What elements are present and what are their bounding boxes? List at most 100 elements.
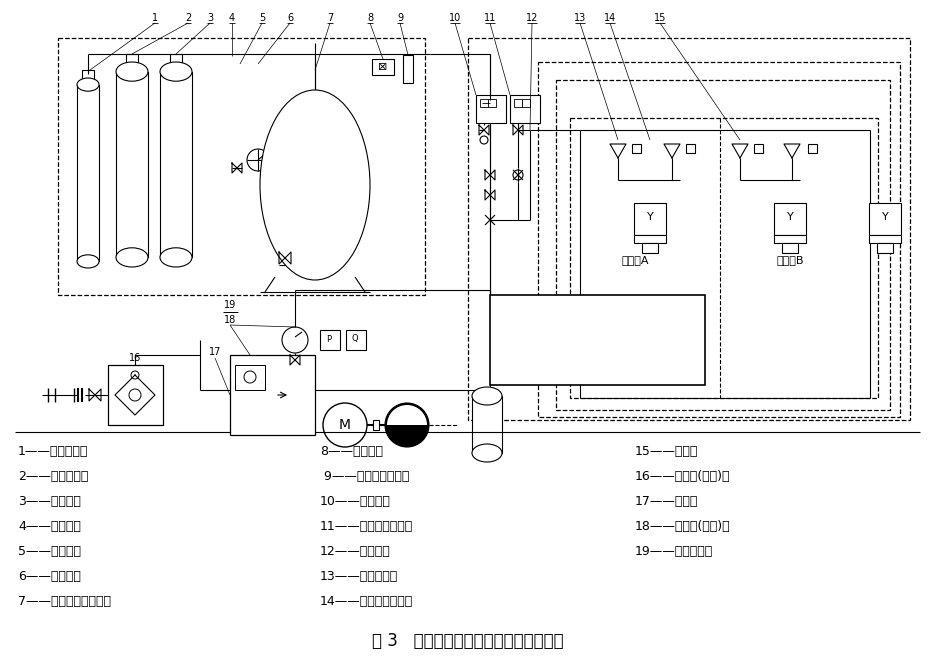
Text: 7: 7: [327, 13, 333, 23]
Text: 1: 1: [152, 13, 158, 23]
Bar: [468, 38, 910, 420]
Bar: [642, 243, 658, 253]
Bar: [774, 203, 806, 235]
Wedge shape: [387, 405, 427, 425]
Bar: [774, 235, 806, 243]
Text: 6: 6: [287, 13, 293, 23]
Text: 5: 5: [259, 13, 265, 23]
Bar: [372, 59, 394, 75]
Bar: [116, 71, 148, 257]
Text: 19——泵控制柜。: 19——泵控制柜。: [635, 545, 713, 558]
Text: 17——泵组；: 17——泵组；: [635, 495, 698, 508]
Bar: [170, 54, 182, 64]
Polygon shape: [784, 144, 800, 158]
Bar: [869, 235, 901, 243]
Text: 6——压力表；: 6——压力表；: [18, 570, 80, 583]
Polygon shape: [610, 144, 626, 158]
Polygon shape: [732, 144, 748, 158]
Text: 4: 4: [229, 13, 235, 23]
Text: 16——过滤器(泵式)；: 16——过滤器(泵式)；: [635, 470, 730, 483]
Text: 15: 15: [654, 13, 666, 23]
Bar: [753, 144, 763, 152]
Bar: [320, 330, 340, 350]
Text: 8: 8: [367, 13, 373, 23]
Bar: [58, 38, 425, 295]
Text: 图 3   储气式和泵组合式系统组成示意图: 图 3 储气式和泵组合式系统组成示意图: [373, 632, 563, 650]
Bar: [346, 330, 366, 350]
Bar: [869, 203, 901, 235]
Text: 8——过滤器；: 8——过滤器；: [320, 445, 383, 458]
Text: 17: 17: [209, 347, 221, 357]
Bar: [160, 71, 192, 257]
Bar: [556, 80, 890, 410]
Text: 18——安全阀(泵式)；: 18——安全阀(泵式)；: [635, 520, 731, 533]
Ellipse shape: [116, 248, 148, 267]
Text: 7——火火剂资存装置；: 7——火火剂资存装置；: [18, 595, 111, 608]
Bar: [808, 144, 816, 152]
Bar: [782, 243, 798, 253]
Text: 3: 3: [207, 13, 213, 23]
Ellipse shape: [472, 387, 502, 405]
Bar: [634, 203, 666, 235]
Text: Y: Y: [786, 212, 794, 222]
Text: P: P: [327, 335, 331, 343]
Text: 12: 12: [526, 13, 538, 23]
Text: 保护区A: 保护区A: [622, 255, 649, 265]
Text: 14: 14: [604, 13, 616, 23]
Bar: [472, 396, 502, 453]
Text: 2: 2: [185, 13, 191, 23]
Bar: [480, 99, 488, 107]
Text: 4——减压阀；: 4——减压阀；: [18, 520, 80, 533]
Bar: [877, 243, 893, 253]
Bar: [108, 365, 163, 425]
Text: 11: 11: [484, 13, 496, 23]
Bar: [510, 95, 540, 123]
Bar: [476, 95, 506, 123]
Circle shape: [385, 403, 429, 447]
Text: M: M: [339, 418, 351, 432]
Bar: [490, 295, 705, 385]
Text: 1——启动装置；: 1——启动装置；: [18, 445, 88, 458]
Bar: [538, 62, 900, 417]
Text: Q: Q: [352, 335, 358, 343]
Text: 2——加压装置；: 2——加压装置；: [18, 470, 88, 483]
Bar: [634, 235, 666, 243]
Bar: [82, 70, 94, 80]
Polygon shape: [664, 144, 680, 158]
Text: 保护区B: 保护区B: [776, 255, 804, 265]
Text: 15——喷头；: 15——喷头；: [635, 445, 698, 458]
Bar: [230, 355, 315, 435]
Ellipse shape: [77, 255, 99, 268]
Text: ⊠: ⊠: [378, 62, 388, 72]
Bar: [522, 99, 530, 107]
Text: 10: 10: [449, 13, 461, 23]
Ellipse shape: [472, 444, 502, 462]
Text: 9: 9: [397, 13, 403, 23]
Text: 12——选择阀；: 12——选择阀；: [320, 545, 390, 558]
Text: 5——安全阀；: 5——安全阀；: [18, 545, 81, 558]
Bar: [373, 420, 379, 430]
Ellipse shape: [77, 78, 99, 92]
Text: 19: 19: [224, 300, 236, 310]
Ellipse shape: [160, 62, 192, 81]
Text: 16: 16: [129, 353, 141, 363]
Bar: [77, 85, 99, 261]
Bar: [570, 118, 878, 398]
Bar: [514, 99, 522, 107]
Text: 13: 13: [574, 13, 586, 23]
Bar: [632, 144, 640, 152]
Text: 9——液位测量装置；: 9——液位测量装置；: [320, 470, 409, 483]
Bar: [488, 99, 496, 107]
Text: 3——连接管；: 3——连接管；: [18, 495, 80, 508]
Bar: [126, 54, 138, 64]
Bar: [403, 55, 413, 83]
Polygon shape: [115, 375, 155, 415]
Text: 11——信号反馈装置；: 11——信号反馈装置；: [320, 520, 414, 533]
Ellipse shape: [116, 62, 148, 81]
Text: 13——管路管件；: 13——管路管件；: [320, 570, 398, 583]
Text: 18: 18: [224, 315, 236, 325]
Text: Y: Y: [647, 212, 653, 222]
Ellipse shape: [160, 248, 192, 267]
Text: 10——分配管；: 10——分配管；: [320, 495, 391, 508]
Ellipse shape: [260, 90, 370, 280]
